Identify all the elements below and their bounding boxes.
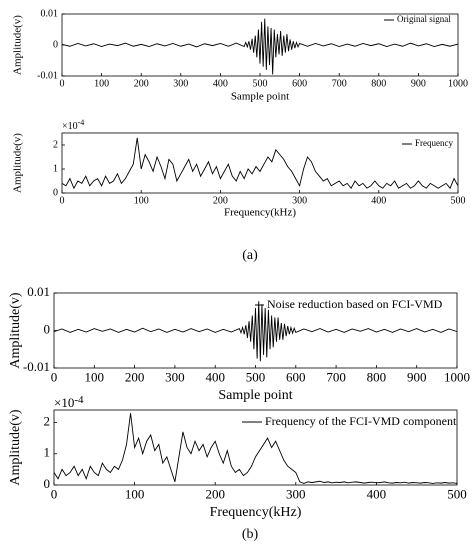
x-tick-label: 300 — [292, 195, 307, 206]
x-tick-label: 300 — [165, 369, 185, 384]
y-tick-label: 2 — [44, 413, 51, 428]
x-axis-label: Frequency(kHz) — [224, 207, 296, 219]
y-tick-label: 0 — [53, 187, 58, 198]
plot-frame — [53, 409, 458, 486]
legend-label: Original signal — [397, 14, 451, 24]
x-tick-label: 200 — [205, 486, 225, 501]
x-tick-label: 100 — [94, 78, 109, 89]
x-tick-label: 100 — [125, 486, 145, 501]
y-axis-label: Amplitude(v) — [12, 133, 24, 193]
x-tick-label: 200 — [213, 195, 228, 206]
y-tick-label: 0 — [44, 321, 51, 336]
legend-label: Noise reduction based on FCI-VMD — [267, 297, 443, 311]
legend-label: Frequency of the FCI-VMD component — [265, 414, 457, 428]
x-tick-label: 0 — [60, 195, 65, 206]
y-scale-base: ×10 — [54, 395, 74, 410]
x-tick-label: 500 — [246, 369, 266, 384]
x-tick-label: 500 — [447, 486, 467, 501]
caption: (b) — [242, 527, 259, 542]
x-tick-label: 900 — [407, 369, 427, 384]
y-tick-label: 1 — [44, 445, 51, 460]
x-tick-label: 400 — [213, 78, 228, 89]
y-axis-label: Amplitude(v) — [12, 15, 24, 75]
y-tick-label: 2 — [53, 139, 58, 150]
x-tick-label: 700 — [326, 369, 346, 384]
y-tick-label: 0.01 — [27, 284, 50, 299]
signal-line — [61, 137, 459, 190]
x-tick-label: 900 — [411, 78, 426, 89]
plot-frame — [61, 132, 459, 194]
y-scale: ×10-4 — [54, 394, 84, 410]
y-tick-label: -0.01 — [23, 359, 50, 374]
x-axis-label: Frequency(kHz) — [210, 505, 302, 520]
x-tick-label: 200 — [134, 78, 149, 89]
x-tick-label: 200 — [125, 369, 145, 384]
x-tick-label: 100 — [85, 369, 105, 384]
x-tick-label: 0 — [51, 369, 58, 384]
y-axis-label: Amplitude(v) — [8, 292, 23, 369]
x-tick-label: 100 — [134, 195, 149, 206]
x-tick-label: 300 — [173, 78, 188, 89]
x-tick-label: 1000 — [444, 369, 470, 384]
x-tick-label: 0 — [51, 486, 58, 501]
x-tick-label: 400 — [367, 486, 387, 501]
x-tick-label: 600 — [292, 78, 307, 89]
signal-line — [53, 301, 458, 362]
y-scale-base: ×10 — [62, 121, 78, 132]
legend-label: Frequency — [415, 138, 453, 148]
x-tick-label: 700 — [332, 78, 347, 89]
y-scale-exponent: -4 — [78, 118, 85, 127]
caption: (a) — [242, 248, 258, 263]
y-tick-label: -0.01 — [37, 70, 58, 81]
y-tick-label: 0 — [44, 476, 51, 491]
x-tick-label: 600 — [286, 369, 306, 384]
x-axis-label: Sample point — [218, 388, 292, 403]
x-axis-label: Sample point — [231, 91, 289, 103]
x-tick-label: 400 — [205, 369, 225, 384]
y-tick-label: 0.01 — [41, 8, 59, 19]
x-tick-label: 300 — [286, 486, 306, 501]
y-axis-label: Amplitude(v) — [8, 409, 23, 486]
x-tick-label: 400 — [371, 195, 386, 206]
x-tick-label: 1000 — [448, 78, 468, 89]
x-tick-label: 500 — [253, 78, 268, 89]
signal-line — [53, 413, 458, 484]
y-tick-label: 1 — [53, 163, 58, 174]
x-tick-label: 800 — [371, 78, 386, 89]
x-tick-label: 800 — [367, 369, 387, 384]
y-scale: ×10-4 — [62, 118, 84, 132]
x-tick-label: 500 — [451, 195, 466, 206]
signal-line — [61, 18, 459, 75]
x-tick-label: 0 — [60, 78, 65, 89]
y-scale-exponent: -4 — [74, 394, 84, 406]
y-tick-label: 0 — [53, 39, 58, 50]
